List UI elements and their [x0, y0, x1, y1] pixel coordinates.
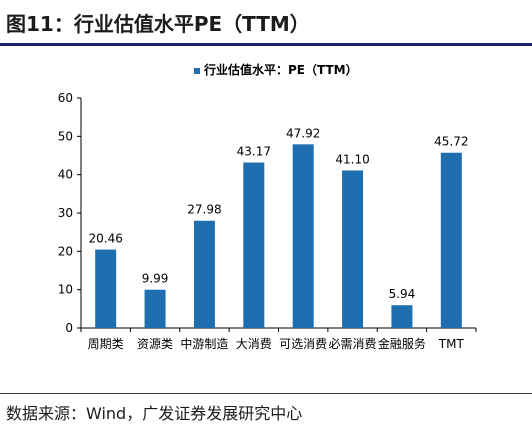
y-tick-label: 60: [58, 91, 73, 105]
bar-value-label: 43.17: [237, 145, 271, 159]
bar-value-label: 45.72: [434, 135, 468, 149]
source-note: 数据来源：Wind，广发证券发展研究中心: [6, 404, 303, 423]
y-tick-label: 40: [58, 168, 73, 182]
x-category-label: 资源类: [137, 337, 173, 351]
bar-value-label: 27.98: [187, 203, 221, 217]
y-tick-label: 50: [58, 129, 73, 143]
bar-chart-svg: 行业估值水平：PE（TTM） 0 10 20 30 40 50 60 20.46 周期类 9.99 资…: [58, 62, 477, 351]
bar-value-label: 20.46: [89, 232, 123, 246]
title-divider: [0, 43, 532, 46]
bar: [144, 289, 166, 328]
legend-swatch: [194, 68, 200, 74]
bar-value-label: 47.92: [286, 126, 320, 140]
y-tick-label: 0: [65, 321, 73, 335]
bar-value-label: 5.94: [389, 287, 416, 301]
x-category-label: 可选消费: [279, 337, 327, 351]
x-category-label: 大消费: [236, 337, 272, 351]
bar: [440, 152, 462, 328]
bar: [243, 162, 265, 328]
x-category-label: TMT: [438, 337, 465, 351]
x-category-label: 周期类: [88, 337, 124, 351]
y-tick-label: 30: [58, 206, 73, 220]
bar: [95, 249, 117, 328]
x-category-label: 必需消费: [329, 337, 377, 351]
bar-value-label: 9.99: [142, 272, 169, 286]
source-divider: [0, 393, 532, 394]
x-category-label: 金融服务: [378, 336, 426, 351]
bar-value-label: 41.10: [335, 152, 369, 166]
x-category-label: 中游制造: [180, 336, 228, 351]
y-tick-label: 10: [58, 283, 73, 297]
bar: [342, 170, 364, 328]
bar: [391, 305, 413, 328]
y-tick-label: 20: [58, 244, 73, 258]
figure-title: 图11：行业估值水平PE（TTM）: [6, 12, 310, 36]
bar: [193, 220, 215, 328]
chart: 行业估值水平：PE（TTM） 0 10 20 30 40 50 60 20.46 周期类 9.99 资…: [0, 49, 532, 375]
bar: [292, 144, 314, 328]
legend-label: 行业估值水平：PE（TTM）: [203, 62, 358, 77]
